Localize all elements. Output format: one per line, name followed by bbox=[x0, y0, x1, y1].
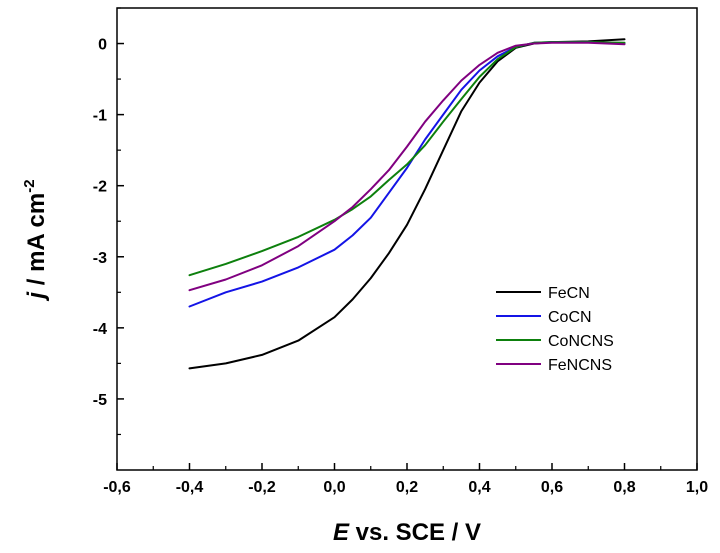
x-axis-ticks: -0,6 -0,4 -0,2 0,0 0,2 0,4 0,6 0,8 1,0 bbox=[103, 463, 708, 496]
series-lines bbox=[188, 38, 626, 370]
x-axis-title: E vs. SCE / V bbox=[333, 519, 481, 546]
y-axis-symbol: j bbox=[23, 291, 50, 302]
y-tick-label: -5 bbox=[93, 392, 107, 409]
series-line-concns bbox=[188, 41, 626, 277]
legend-label-fecn: FeCN bbox=[548, 285, 590, 302]
y-tick-label: -1 bbox=[93, 108, 107, 125]
x-tick-label: -0,4 bbox=[176, 479, 204, 496]
x-axis-title-rest: vs. SCE / V bbox=[349, 519, 481, 546]
x-tick-label: 0,8 bbox=[613, 479, 635, 496]
y-tick-label: -3 bbox=[93, 250, 107, 267]
y-axis-title-rest: / mA cm bbox=[23, 193, 50, 292]
legend-label-fencns: FeNCNS bbox=[548, 357, 612, 374]
y-tick-label: 0 bbox=[98, 37, 107, 54]
y-tick-label: -2 bbox=[93, 179, 107, 196]
series-line-fencns bbox=[188, 41, 626, 292]
legend: FeCN CoCN CoNCNS FeNCNS bbox=[496, 285, 614, 374]
y-tick-label: -4 bbox=[93, 321, 107, 338]
x-tick-label: 1,0 bbox=[686, 479, 708, 496]
x-tick-label: 0,6 bbox=[541, 479, 563, 496]
legend-label-cocn: CoCN bbox=[548, 309, 592, 326]
legend-label-concns: CoNCNS bbox=[548, 333, 614, 350]
x-tick-label: 0,2 bbox=[396, 479, 418, 496]
x-tick-label: 0,4 bbox=[468, 479, 490, 496]
y-axis-title: j / mA cm-2 bbox=[21, 179, 50, 301]
x-tick-label: -0,6 bbox=[103, 479, 131, 496]
x-tick-label: -0,2 bbox=[248, 479, 276, 496]
series-line-cocn bbox=[188, 41, 626, 308]
y-axis-title-superscript: -2 bbox=[21, 179, 38, 192]
x-axis-symbol: E bbox=[333, 519, 350, 546]
y-axis-ticks: 0 -1 -2 -3 -4 -5 bbox=[93, 7, 124, 436]
x-tick-label: 0,0 bbox=[323, 479, 345, 496]
plot-frame bbox=[116, 7, 698, 471]
